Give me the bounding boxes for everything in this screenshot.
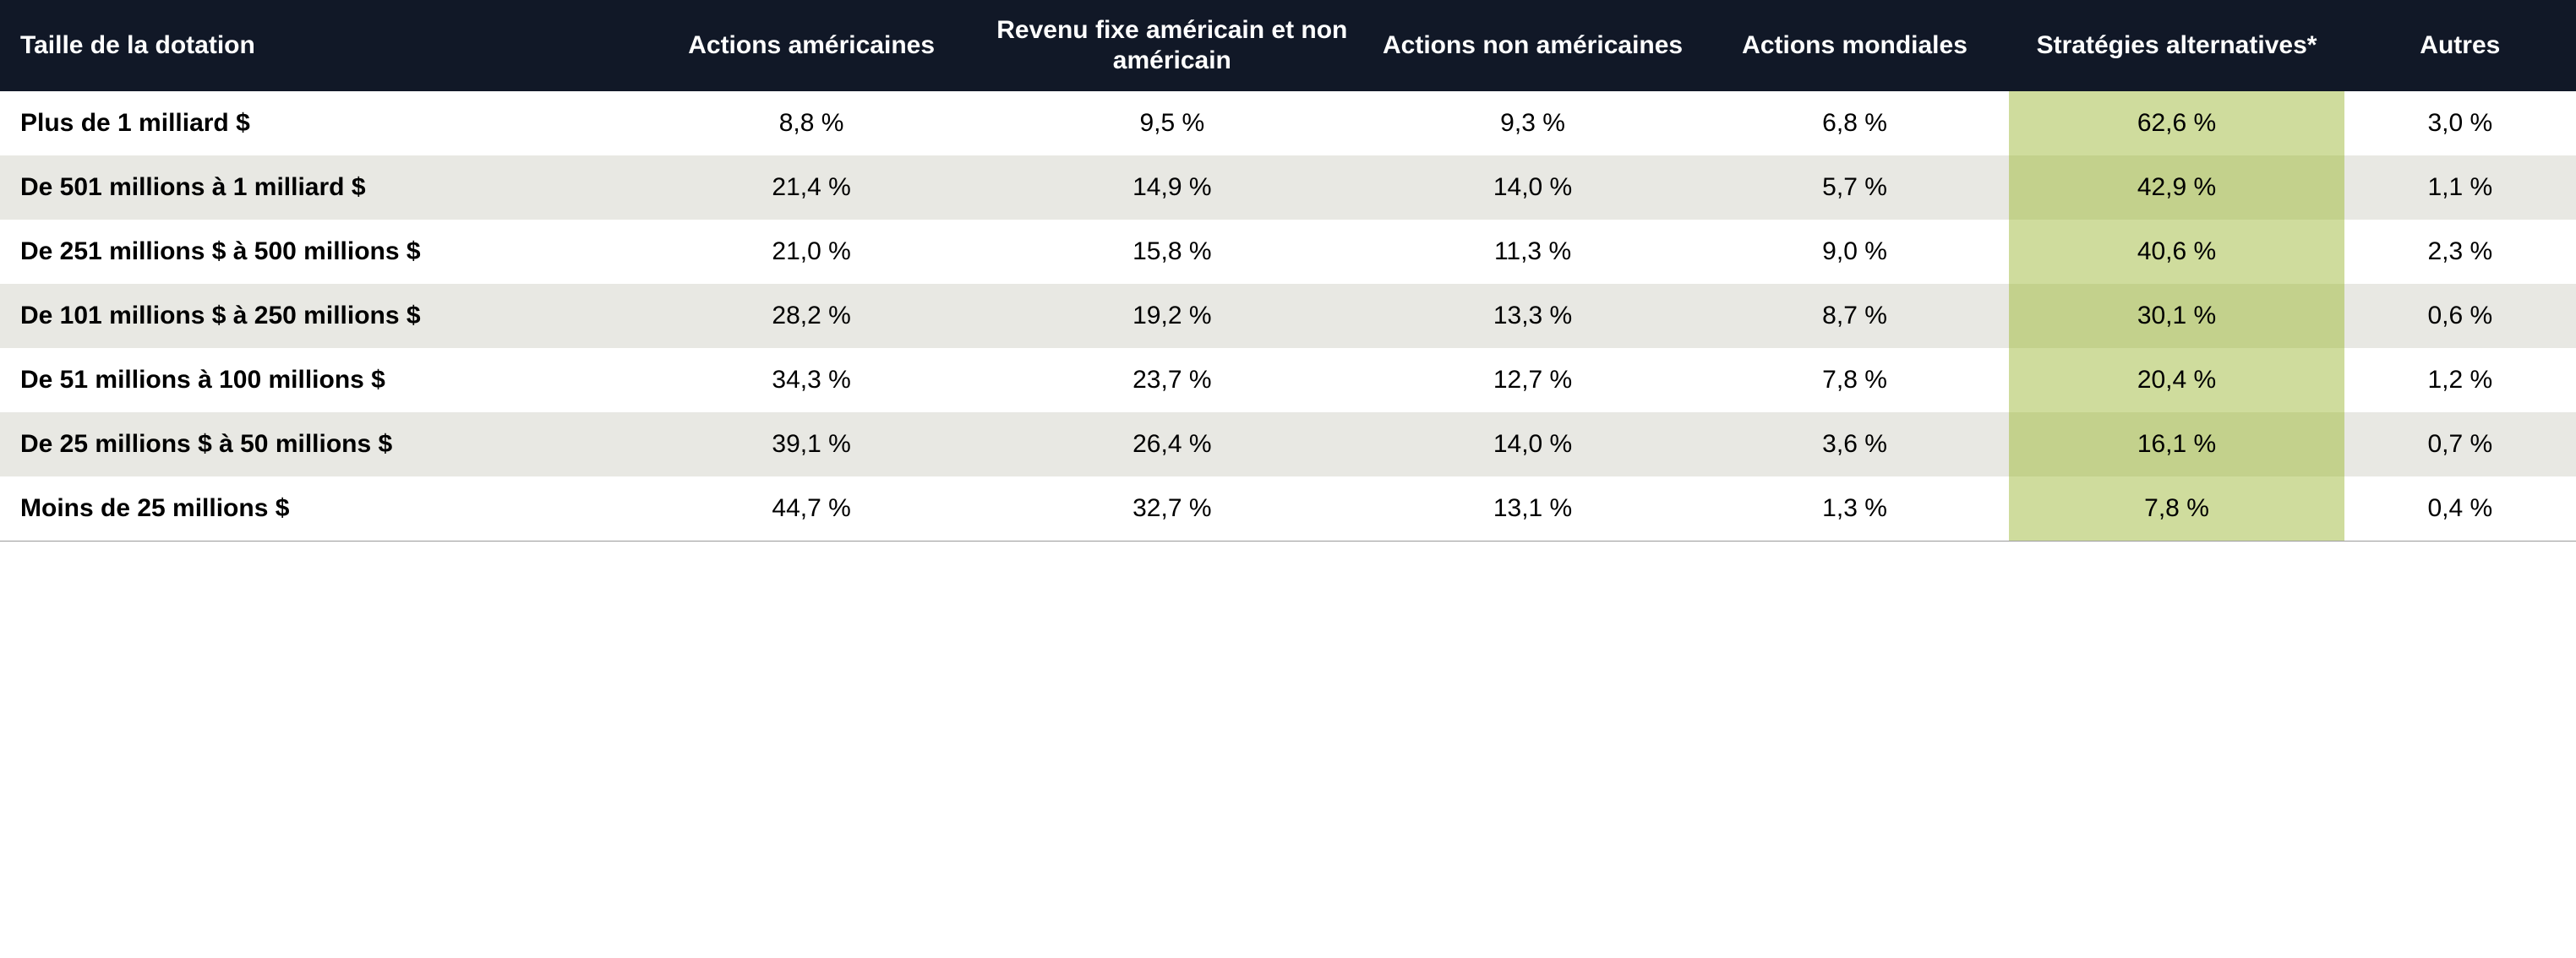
table-cell: 15,8 % <box>979 220 1365 284</box>
table-cell: 1,1 % <box>2344 155 2576 220</box>
row-label: Moins de 25 millions $ <box>0 476 644 542</box>
table-cell: 0,7 % <box>2344 412 2576 476</box>
col-header: Revenu fixe américain et non américain <box>979 0 1365 91</box>
table-cell: 2,3 % <box>2344 220 2576 284</box>
table-cell: 8,8 % <box>644 91 979 155</box>
col-header: Actions mondiales <box>1700 0 2010 91</box>
table-cell: 40,6 % <box>2009 220 2344 284</box>
table-header-row: Taille de la dotationActions américaines… <box>0 0 2576 91</box>
table-cell: 9,3 % <box>1365 91 1700 155</box>
row-label: De 25 millions $ à 50 millions $ <box>0 412 644 476</box>
col-header: Autres <box>2344 0 2576 91</box>
table-row: Plus de 1 milliard $8,8 %9,5 %9,3 %6,8 %… <box>0 91 2576 155</box>
table-cell: 1,3 % <box>1700 476 2010 542</box>
table-cell: 39,1 % <box>644 412 979 476</box>
table-cell: 7,8 % <box>1700 348 2010 412</box>
table-cell: 44,7 % <box>644 476 979 542</box>
table-cell: 9,0 % <box>1700 220 2010 284</box>
col-header: Actions américaines <box>644 0 979 91</box>
table-cell: 14,9 % <box>979 155 1365 220</box>
table-cell: 11,3 % <box>1365 220 1700 284</box>
table-cell: 20,4 % <box>2009 348 2344 412</box>
allocation-table: Taille de la dotationActions américaines… <box>0 0 2576 542</box>
table-cell: 21,0 % <box>644 220 979 284</box>
table-cell: 5,7 % <box>1700 155 2010 220</box>
table-cell: 14,0 % <box>1365 412 1700 476</box>
row-label: Plus de 1 milliard $ <box>0 91 644 155</box>
table-cell: 13,3 % <box>1365 284 1700 348</box>
table-cell: 62,6 % <box>2009 91 2344 155</box>
table-cell: 16,1 % <box>2009 412 2344 476</box>
table-cell: 0,6 % <box>2344 284 2576 348</box>
table-cell: 19,2 % <box>979 284 1365 348</box>
table-cell: 3,0 % <box>2344 91 2576 155</box>
table-cell: 32,7 % <box>979 476 1365 542</box>
table-cell: 1,2 % <box>2344 348 2576 412</box>
row-label: De 251 millions $ à 500 millions $ <box>0 220 644 284</box>
table-cell: 3,6 % <box>1700 412 2010 476</box>
table-cell: 7,8 % <box>2009 476 2344 542</box>
col-header: Actions non américaines <box>1365 0 1700 91</box>
table-row: De 25 millions $ à 50 millions $39,1 %26… <box>0 412 2576 476</box>
table-row: De 51 millions à 100 millions $34,3 %23,… <box>0 348 2576 412</box>
table-row: De 251 millions $ à 500 millions $21,0 %… <box>0 220 2576 284</box>
table-cell: 30,1 % <box>2009 284 2344 348</box>
table-row: De 501 millions à 1 milliard $21,4 %14,9… <box>0 155 2576 220</box>
table-cell: 23,7 % <box>979 348 1365 412</box>
table-cell: 34,3 % <box>644 348 979 412</box>
table-cell: 28,2 % <box>644 284 979 348</box>
row-label: De 51 millions à 100 millions $ <box>0 348 644 412</box>
table-cell: 21,4 % <box>644 155 979 220</box>
table-row: Moins de 25 millions $44,7 %32,7 %13,1 %… <box>0 476 2576 542</box>
table-cell: 13,1 % <box>1365 476 1700 542</box>
table-cell: 42,9 % <box>2009 155 2344 220</box>
table-cell: 9,5 % <box>979 91 1365 155</box>
table-cell: 14,0 % <box>1365 155 1700 220</box>
table-cell: 8,7 % <box>1700 284 2010 348</box>
row-label: De 101 millions $ à 250 millions $ <box>0 284 644 348</box>
row-label: De 501 millions à 1 milliard $ <box>0 155 644 220</box>
col-header-label: Taille de la dotation <box>0 0 644 91</box>
table-cell: 0,4 % <box>2344 476 2576 542</box>
col-header: Stratégies alternatives* <box>2009 0 2344 91</box>
table-cell: 26,4 % <box>979 412 1365 476</box>
allocation-table-container: Taille de la dotationActions américaines… <box>0 0 2576 542</box>
table-cell: 12,7 % <box>1365 348 1700 412</box>
table-row: De 101 millions $ à 250 millions $28,2 %… <box>0 284 2576 348</box>
table-cell: 6,8 % <box>1700 91 2010 155</box>
